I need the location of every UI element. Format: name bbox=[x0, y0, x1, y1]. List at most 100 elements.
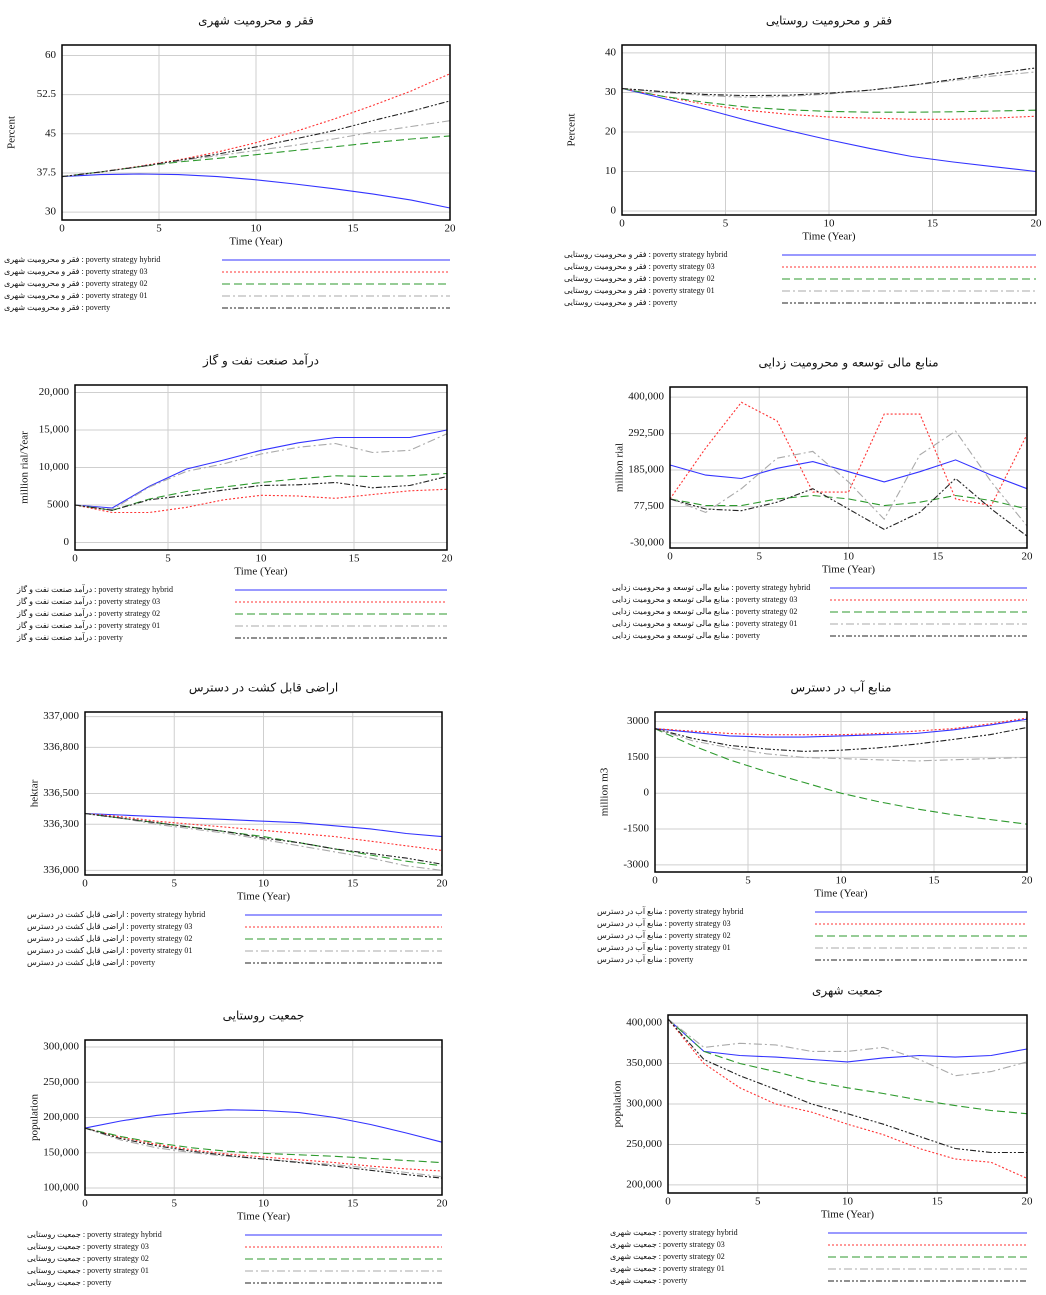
legend-label: اراضی قابل کشت در دسترس : poverty strate… bbox=[27, 946, 192, 955]
series-line bbox=[84, 812, 443, 867]
line-chart: درآمد صنعت نفت و گاز 0 5000 10,000 15,000 20,… bbox=[16, 353, 453, 642]
y-tick-label: 30 bbox=[605, 86, 617, 98]
legend-label: منابع مالی توسعه و محرومیت زدایی : pover… bbox=[612, 583, 810, 592]
x-tick-label: 15 bbox=[349, 553, 361, 565]
series-line bbox=[669, 459, 1028, 490]
series-line bbox=[74, 488, 448, 514]
series-line bbox=[84, 812, 443, 865]
legend-label: جمعیت شهری : poverty strategy hybrid bbox=[610, 1228, 738, 1237]
y-tick-label: 10 bbox=[605, 165, 617, 177]
legend-label: منابع مالی توسعه و محرومیت زدایی : pover… bbox=[612, 619, 797, 628]
series-line bbox=[84, 812, 443, 838]
x-axis-label: Time (Year) bbox=[802, 231, 856, 243]
series-line bbox=[621, 71, 1037, 98]
legend-label: اراضی قابل کشت در دسترس : poverty strate… bbox=[27, 910, 205, 919]
series-line bbox=[61, 100, 451, 178]
x-tick-label: 5 bbox=[757, 551, 763, 563]
legend-label: فقر و محرومیت روستایی : poverty strategy… bbox=[564, 274, 715, 283]
x-tick-label: 10 bbox=[842, 1196, 854, 1208]
x-tick-label: 10 bbox=[251, 223, 263, 235]
y-tick-label: 0 bbox=[64, 536, 70, 548]
series-line bbox=[61, 173, 451, 209]
chart-title: جمعیت شهری bbox=[812, 984, 883, 999]
y-axis-label: hektar bbox=[29, 779, 41, 807]
x-tick-label: 20 bbox=[442, 553, 454, 565]
y-axis-label: Percent bbox=[566, 114, 578, 147]
x-tick-label: 20 bbox=[1022, 1196, 1034, 1208]
x-tick-label: 0 bbox=[619, 218, 625, 230]
plot-frame bbox=[84, 1039, 443, 1196]
y-tick-label: 40 bbox=[605, 46, 617, 58]
legend-label: فقر و محرومیت شهری : poverty strategy 02 bbox=[4, 279, 147, 288]
plot-frame bbox=[621, 44, 1037, 216]
y-tick-label: -1500 bbox=[623, 823, 649, 835]
legend-label: درآمد صنعت نفت و گاز : poverty strategy … bbox=[16, 584, 173, 594]
series-line bbox=[669, 494, 1028, 510]
legend-label: اراضی قابل کشت در دسترس : poverty bbox=[27, 958, 155, 967]
legend-label: جمعیت روستایی : poverty bbox=[27, 1278, 112, 1287]
series-line bbox=[654, 718, 1028, 738]
x-tick-label: 10 bbox=[843, 551, 855, 563]
x-tick-label: 5 bbox=[156, 223, 162, 235]
chart-title: فقر و محرومیت روستایی bbox=[766, 14, 892, 29]
line-chart: اراضی قابل کشت در دسترس 336,000 336,300 336… bbox=[27, 681, 448, 967]
series-line bbox=[667, 1018, 1027, 1154]
x-tick-label: 15 bbox=[347, 1198, 359, 1210]
legend-label: جمعیت شهری : poverty bbox=[610, 1276, 687, 1285]
legend-label: جمعیت روستایی : poverty strategy 03 bbox=[27, 1242, 149, 1251]
y-axis-label: million m3 bbox=[599, 767, 611, 816]
x-tick-label: 20 bbox=[445, 223, 457, 235]
y-tick-label: 3000 bbox=[627, 715, 650, 727]
legend-label: فقر و محرومیت روستایی : poverty strategy… bbox=[564, 262, 715, 271]
plot-frame bbox=[654, 711, 1028, 873]
y-tick-label: 20 bbox=[605, 126, 617, 138]
series-line bbox=[669, 401, 1028, 507]
legend-label: منابع آب در دسترس : poverty strategy 03 bbox=[597, 918, 731, 928]
series-line bbox=[654, 726, 1028, 752]
y-tick-label: 10,000 bbox=[39, 461, 70, 473]
series-line bbox=[84, 1127, 443, 1179]
chart-title: جمعیت روستایی bbox=[223, 1009, 305, 1024]
series-line bbox=[621, 87, 1037, 120]
y-tick-label: -3000 bbox=[623, 858, 649, 870]
legend-label: منابع مالی توسعه و محرومیت زدایی : pover… bbox=[612, 607, 797, 616]
x-tick-label: 15 bbox=[932, 551, 944, 563]
series-line bbox=[74, 475, 448, 511]
y-tick-label: 0 bbox=[611, 205, 617, 217]
legend-label: فقر و محرومیت روستایی : poverty bbox=[564, 298, 677, 307]
legend-label: فقر و محرومیت شهری : poverty strategy 01 bbox=[4, 291, 147, 300]
y-tick-label: 15,000 bbox=[39, 424, 70, 436]
legend-label: فقر و محرومیت روستایی : poverty strategy… bbox=[564, 250, 727, 259]
series-line bbox=[621, 87, 1037, 113]
x-axis-label: Time (Year) bbox=[814, 888, 868, 900]
legend-label: درآمد صنعت نفت و گاز : poverty bbox=[16, 632, 123, 642]
series-line bbox=[667, 1018, 1028, 1077]
legend-label: جمعیت شهری : poverty strategy 03 bbox=[610, 1240, 725, 1249]
y-tick-label: 292,500 bbox=[628, 427, 664, 439]
chart-title: فقر و محرومیت شهری bbox=[198, 14, 314, 29]
legend-label: درآمد صنعت نفت و گاز : poverty strategy … bbox=[16, 596, 160, 606]
legend-label: جمعیت روستایی : poverty strategy 01 bbox=[27, 1266, 149, 1275]
x-tick-label: 0 bbox=[82, 1198, 88, 1210]
x-tick-label: 15 bbox=[927, 218, 939, 230]
series-line bbox=[654, 728, 1028, 825]
legend-label: منابع مالی توسعه و محرومیت زدایی : pover… bbox=[612, 631, 760, 640]
y-tick-label: 336,300 bbox=[43, 818, 79, 830]
series-line bbox=[74, 429, 448, 509]
legend-label: جمعیت روستایی : poverty strategy hybrid bbox=[27, 1230, 162, 1239]
y-tick-label: 300,000 bbox=[626, 1098, 662, 1110]
x-tick-label: 0 bbox=[82, 878, 88, 890]
legend-label: فقر و محرومیت شهری : poverty strategy hy… bbox=[4, 255, 160, 264]
legend-label: منابع آب در دسترس : poverty strategy 02 bbox=[597, 930, 731, 940]
y-tick-label: 350,000 bbox=[626, 1057, 662, 1069]
x-tick-label: 15 bbox=[929, 875, 941, 887]
series-line bbox=[74, 472, 448, 511]
line-chart: منابع مالی توسعه و محرومیت زدایی -30,000 7… bbox=[612, 356, 1033, 640]
x-tick-label: 0 bbox=[652, 875, 658, 887]
x-tick-label: 5 bbox=[723, 218, 729, 230]
y-axis-label: million rial bbox=[614, 443, 626, 492]
legend-label: منابع آب در دسترس : poverty strategy 01 bbox=[597, 942, 731, 952]
x-tick-label: 10 bbox=[258, 1198, 270, 1210]
